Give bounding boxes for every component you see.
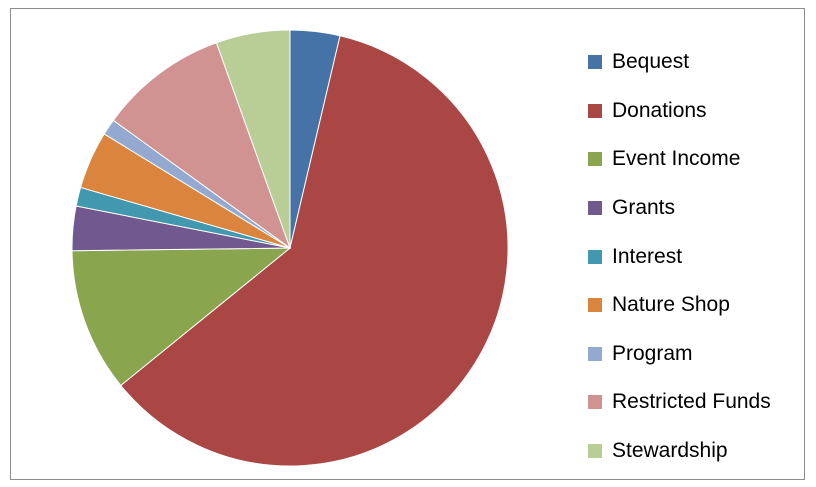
- legend-swatch: [588, 444, 602, 459]
- legend-swatch: [588, 395, 602, 410]
- legend-label: Nature Shop: [612, 293, 730, 317]
- legend-swatch: [588, 346, 602, 361]
- legend-item: Nature Shop: [588, 281, 771, 330]
- pie-slice-restricted-funds: [112, 42, 292, 250]
- legend-label: Interest: [612, 244, 683, 268]
- legend-item: Bequest: [588, 38, 771, 87]
- legend-swatch: [588, 201, 602, 216]
- legend-label: Bequest: [612, 50, 690, 74]
- legend-label: Program: [612, 341, 693, 365]
- legend-swatch: [588, 298, 602, 313]
- legend-label: Event Income: [612, 147, 741, 171]
- legend-item: Program: [588, 330, 771, 379]
- legend-swatch: [588, 249, 602, 264]
- legend-label: Stewardship: [612, 439, 728, 463]
- legend-label: Donations: [612, 98, 707, 122]
- legend-item: Interest: [588, 232, 771, 281]
- pie-slice-stewardship: [215, 29, 291, 249]
- legend-item: Event Income: [588, 135, 771, 184]
- legend-swatch: [588, 55, 602, 70]
- legend-swatch: [588, 103, 602, 118]
- legend-item: Grants: [588, 184, 771, 233]
- legend-item: Restricted Funds: [588, 378, 771, 427]
- pie-slice-event-income: [71, 247, 292, 387]
- legend-label: Grants: [612, 196, 676, 220]
- chart-legend: Bequest Donations Event Income Grants Intere…: [588, 38, 771, 475]
- legend-item: Stewardship: [588, 427, 771, 476]
- legend-item: Donations: [588, 87, 771, 136]
- legend-label: Restricted Funds: [612, 390, 771, 414]
- legend-swatch: [588, 152, 602, 167]
- pie-slice-donations: [120, 35, 509, 467]
